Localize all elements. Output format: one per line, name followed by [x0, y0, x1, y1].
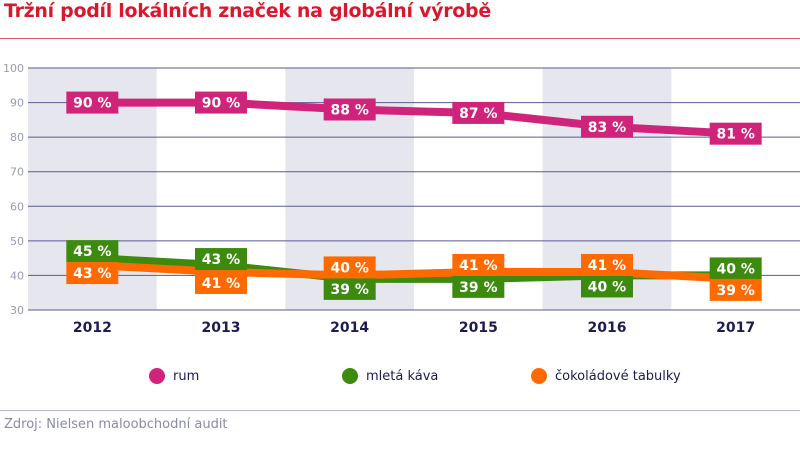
y-tick-label: 90: [10, 97, 24, 110]
legend-marker-rum: [149, 368, 165, 384]
legend-marker-cokoladove-tabulky: [531, 368, 547, 384]
data-label: 43 %: [73, 266, 111, 282]
data-label: 41 %: [459, 258, 497, 274]
data-label-box: [452, 101, 505, 124]
data-label-box: [709, 122, 762, 145]
data-label: 40 %: [716, 261, 754, 277]
data-label: 43 %: [202, 252, 240, 268]
y-tick-label: 100: [3, 62, 24, 75]
data-label-box: [323, 256, 376, 279]
data-label-box: [452, 253, 505, 276]
data-label: 90 %: [73, 96, 111, 112]
data-label: 87 %: [459, 106, 497, 122]
chart-title: Tržní podíl lokálních značek na globální…: [4, 0, 491, 22]
legend-item-cokoladove-tabulky: čokoládové tabulky: [531, 368, 681, 384]
data-label: 39 %: [716, 283, 754, 299]
legend-label-mleta-kava: mletá káva: [366, 368, 439, 384]
data-label-box: [66, 91, 119, 114]
legend-item-rum: rum: [149, 368, 199, 384]
source-note: Zdroj: Nielsen maloobchodní audit: [4, 417, 228, 432]
data-label-box: [709, 257, 762, 280]
y-tick-label: 80: [10, 131, 24, 144]
data-label: 45 %: [73, 244, 111, 260]
data-label-box: [581, 115, 633, 138]
data-label-box: [195, 91, 247, 114]
y-tick-label: 30: [10, 304, 24, 317]
legend-marker-mleta-kava: [342, 368, 358, 384]
y-tick-label: 40: [10, 269, 24, 282]
x-tick-label: 2015: [459, 320, 498, 336]
x-tick-label: 2016: [588, 320, 627, 336]
data-label-box: [581, 253, 633, 276]
data-label: 39 %: [330, 282, 368, 298]
y-tick-label: 50: [10, 235, 24, 248]
data-label-box: [709, 278, 762, 301]
footer-divider: [0, 410, 800, 411]
legend-item-mleta-kava: mletá káva: [342, 368, 438, 384]
x-tick-label: 2014: [330, 320, 369, 336]
data-label-box: [66, 240, 119, 263]
data-label: 41 %: [588, 258, 626, 274]
line-chart: 30 40 50 60 70 80 90 100 2012 2013 2014 2015 2016 201…: [3, 62, 800, 336]
legend-label-cokoladove-tabulky: čokoládové tabulky: [555, 368, 681, 384]
data-label: 41 %: [202, 276, 240, 292]
data-label: 90 %: [202, 96, 240, 112]
x-tick-label: 2017: [716, 320, 755, 336]
data-label: 40 %: [588, 279, 626, 295]
data-label-box: [581, 275, 633, 298]
data-label-box: [66, 262, 119, 285]
data-label: 88 %: [330, 102, 368, 118]
data-label-box: [323, 98, 376, 121]
data-label-box: [195, 248, 247, 271]
data-label: 81 %: [716, 127, 754, 143]
data-label: 83 %: [588, 120, 626, 136]
x-tick-label: 2013: [202, 320, 241, 336]
data-label-box: [323, 277, 376, 300]
legend-label-rum: rum: [173, 368, 200, 384]
y-tick-label: 60: [10, 200, 24, 213]
x-tick-label: 2012: [73, 320, 112, 336]
y-tick-label: 70: [10, 166, 24, 179]
data-label: 40 %: [330, 260, 368, 276]
data-label-box: [452, 275, 505, 298]
data-label: 39 %: [459, 280, 497, 296]
data-label-box: [195, 271, 247, 294]
title-divider: [0, 38, 800, 39]
